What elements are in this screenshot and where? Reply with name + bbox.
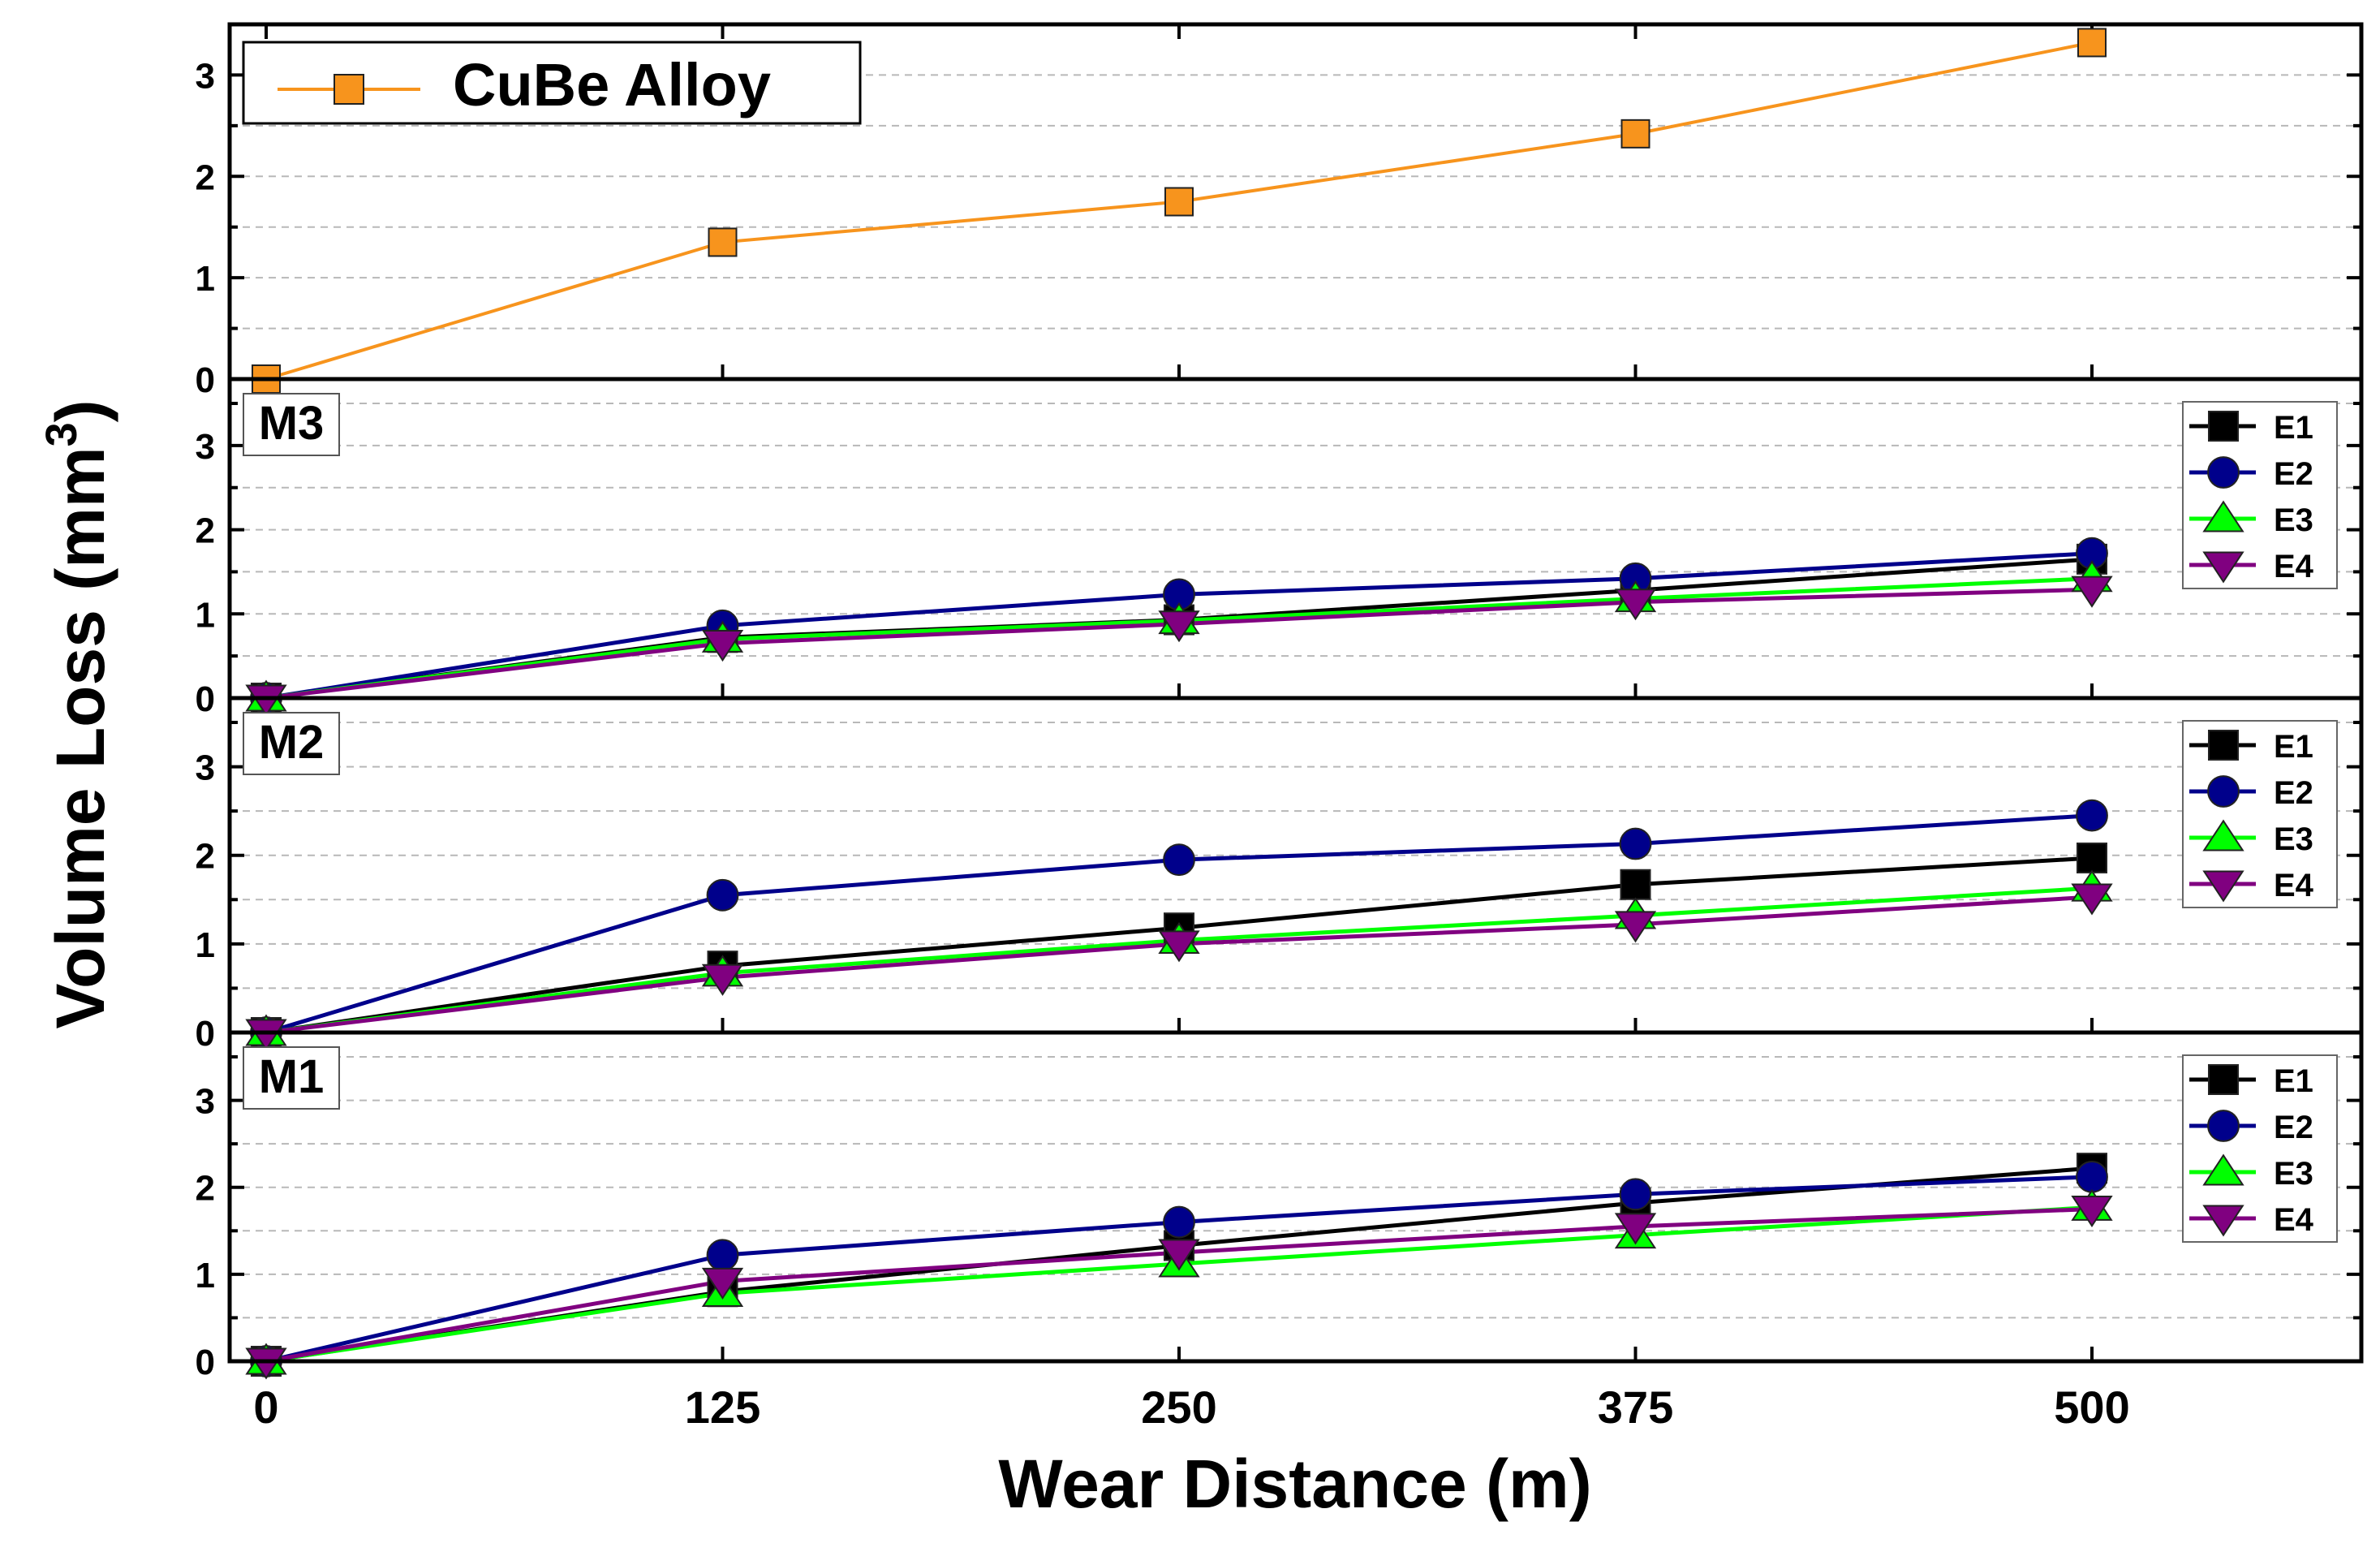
- m2-ytick-label: 1: [196, 925, 215, 965]
- m2-legend-marker: [2202, 819, 2244, 851]
- m1-legend-label: E1: [2274, 1063, 2313, 1099]
- m2-legend-marker: [2202, 870, 2244, 903]
- m2-legend-label: E2: [2274, 775, 2313, 811]
- m2-panel-frame: [227, 696, 2364, 1035]
- cube-cube-alloy-point: [1164, 187, 1194, 217]
- m2-e4-point: [245, 1019, 287, 1051]
- m3-e4-point: [245, 684, 287, 717]
- m3-e4-point: [2071, 576, 2113, 608]
- m1-legend-label: E2: [2274, 1110, 2313, 1145]
- m1-legend-label: E4: [2274, 1202, 2314, 1238]
- m2-e2-point: [2076, 799, 2108, 832]
- m1-ytick-label: 1: [196, 1256, 215, 1295]
- xtick-label: 375: [1598, 1382, 1673, 1433]
- m3-ytick-label: 1: [196, 595, 215, 635]
- m2-e2-point: [706, 878, 739, 912]
- m2-legend-label: E3: [2274, 821, 2313, 857]
- m2-legend-marker: [2208, 730, 2239, 761]
- m3-legend-box: [2182, 401, 2338, 589]
- m3-legend-label: E4: [2274, 549, 2314, 584]
- m1-panel-frame: [227, 1030, 2364, 1364]
- x-axis-title: Wear Distance (m): [998, 1446, 1591, 1522]
- xtick-label: 250: [1141, 1382, 1216, 1433]
- m2-e4-point: [1614, 911, 1657, 943]
- m2-legend-marker: [2207, 775, 2240, 808]
- m1-ytick-label: 0: [196, 1343, 215, 1382]
- m3-legend-marker: [2208, 411, 2239, 442]
- m2-e2-point: [1619, 827, 1652, 860]
- cube-ytick-label: 1: [196, 259, 215, 299]
- m2-ytick-label: 3: [196, 748, 215, 788]
- m1-e4-point: [245, 1347, 287, 1380]
- m1-e2-point: [1619, 1178, 1652, 1211]
- m3-legend-marker: [2207, 456, 2240, 489]
- m2-legend-label: E4: [2274, 868, 2314, 903]
- cube-cube-alloy-point: [1620, 119, 1651, 149]
- m3-panel-label: M3: [259, 397, 325, 450]
- m1-e4-point: [1158, 1239, 1200, 1271]
- m1-label-box: [243, 1046, 340, 1110]
- m2-e2-point: [1163, 843, 1195, 877]
- m2-legend-label: E1: [2274, 729, 2313, 765]
- m1-e2-point: [2076, 1160, 2108, 1193]
- m2-legend-box: [2182, 720, 2338, 908]
- cube-ytick-label: 3: [196, 56, 215, 96]
- xtick-label: 0: [253, 1382, 278, 1433]
- m3-e4-point: [1614, 588, 1657, 621]
- m1-e4-point: [1614, 1213, 1657, 1245]
- cube-cube-alloy-point: [2077, 28, 2107, 58]
- m2-panel-label: M2: [259, 716, 325, 769]
- cube-legend-marker: [334, 74, 364, 105]
- m1-panel-label: M1: [259, 1050, 325, 1103]
- m1-legend-marker: [2207, 1110, 2240, 1142]
- xtick-label: 125: [685, 1382, 760, 1433]
- m1-ytick-label: 2: [196, 1169, 215, 1209]
- m3-legend-label: E1: [2274, 410, 2313, 446]
- m1-legend-marker: [2208, 1064, 2239, 1095]
- m2-ytick-label: 2: [196, 837, 215, 877]
- m3-legend-marker: [2202, 551, 2244, 584]
- m2-e1-point: [2077, 842, 2107, 873]
- m1-e4-point: [2071, 1195, 2113, 1228]
- m1-e2-point: [706, 1239, 739, 1272]
- m2-e4-point: [701, 964, 744, 996]
- cube-ytick-label: 2: [196, 157, 215, 197]
- m3-panel-frame: [227, 377, 2364, 701]
- m2-e4-point: [2071, 883, 2113, 916]
- m2-e1-point: [1620, 869, 1651, 900]
- xtick-label: 500: [2054, 1382, 2129, 1433]
- m3-e4-point: [701, 630, 744, 662]
- m3-legend-label: E3: [2274, 502, 2313, 538]
- cube-ytick-label: 0: [196, 360, 215, 400]
- m1-ytick-label: 3: [196, 1082, 215, 1122]
- m3-ytick-label: 2: [196, 511, 215, 551]
- cube-legend-label: CuBe Alloy: [453, 51, 771, 119]
- m3-label-box: [243, 393, 340, 456]
- m1-legend-label: E3: [2274, 1156, 2313, 1192]
- m3-legend-marker: [2202, 500, 2244, 532]
- m2-e4-point: [1158, 930, 1200, 963]
- m1-legend-marker: [2202, 1153, 2244, 1186]
- m2-label-box: [243, 712, 340, 775]
- m3-ytick-label: 3: [196, 427, 215, 467]
- m2-ytick-label: 0: [196, 1014, 215, 1054]
- m3-legend-label: E2: [2274, 456, 2313, 492]
- m1-legend-marker: [2202, 1205, 2244, 1237]
- m1-e4-point: [701, 1267, 744, 1300]
- m3-e4-point: [1158, 610, 1200, 643]
- m3-ytick-label: 0: [196, 679, 215, 719]
- y-axis-title: Volume Loss (mm3): [37, 399, 118, 1028]
- m1-e2-point: [1163, 1205, 1195, 1239]
- m1-legend-box: [2182, 1054, 2338, 1243]
- cube-cube-alloy-point: [708, 227, 738, 257]
